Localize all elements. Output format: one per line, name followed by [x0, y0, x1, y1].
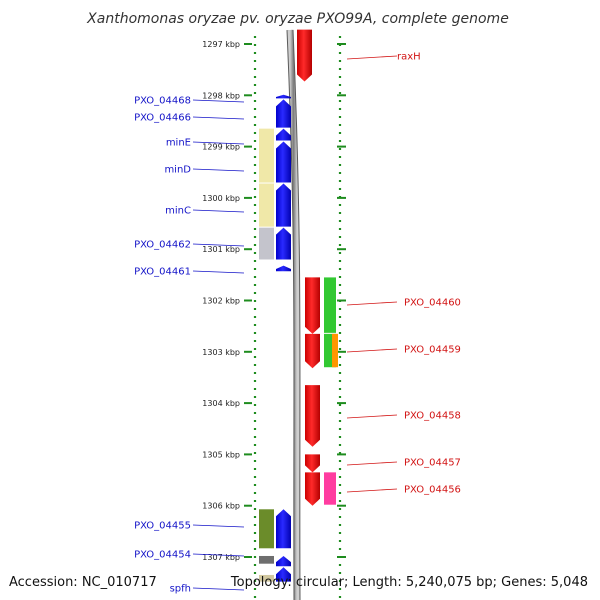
gene-label-pxo-04466[interactable]: PXO_04466: [134, 113, 191, 124]
scale-tick-label: 1307 kbp: [202, 553, 240, 562]
forward-gene-mine[interactable]: [276, 128, 291, 141]
gene-label-raxh[interactable]: raxH: [397, 52, 421, 63]
domain-track: [259, 128, 338, 582]
gene-label-pxo-04456[interactable]: PXO_04456: [404, 485, 461, 496]
gene-leader-line: [346, 301, 398, 306]
gene-label-minc[interactable]: minC: [165, 206, 191, 217]
gene-label-pxo-04455[interactable]: PXO_04455: [134, 521, 191, 532]
gene-label-spfh[interactable]: spfh: [170, 584, 191, 595]
genome-backbone: [286, 29, 301, 600]
gene-label-pxo-04458[interactable]: PXO_04458: [404, 411, 461, 422]
forward-gene-pxo-04461[interactable]: [276, 265, 291, 272]
gene-leader-line: [192, 587, 245, 591]
scale-ruler: 1297 kbp 1298 kbp 1299 kbp 1300 kbp 1301 kbp…: [202, 36, 346, 600]
map-title: Xanthomonas oryzae pv. oryzae PXO99A, co…: [86, 11, 509, 27]
gene-leader-line: [346, 488, 398, 493]
gene-leader-line: [346, 55, 398, 60]
scale-tick-label: 1298 kbp: [202, 91, 240, 100]
forward-domain-box: [259, 183, 274, 227]
reverse-gene-raxh[interactable]: [297, 29, 312, 82]
forward-gene-pxo-04454[interactable]: [276, 555, 291, 567]
forward-gene-minc[interactable]: [276, 183, 291, 227]
reverse-gene-pxo-04458[interactable]: [305, 385, 320, 447]
forward-domain-box: [259, 574, 274, 582]
scale-tick-label: 1301 kbp: [202, 245, 240, 254]
scale-tick-label: 1304 kbp: [202, 399, 240, 408]
reverse-gene-pxo-04456[interactable]: [305, 472, 320, 506]
gene-leader-line: [192, 243, 245, 247]
reverse-gene-pxo-04457[interactable]: [305, 454, 320, 473]
gene-label-pxo-04459[interactable]: PXO_04459: [404, 345, 461, 356]
gene-label-mine[interactable]: minE: [166, 138, 191, 149]
gene-labels: PXO_04468 PXO_04466 minE minD minC PXO_04462 P…: [134, 52, 461, 595]
forward-gene-mind[interactable]: [276, 141, 291, 183]
gene-leader-line: [346, 348, 398, 353]
gene-leader-line: [192, 209, 245, 213]
gene-leader-line: [192, 553, 245, 557]
gene-leader-line: [192, 168, 245, 172]
scale-tick-label: 1297 kbp: [202, 40, 240, 49]
gene-label-pxo-04454[interactable]: PXO_04454: [134, 550, 191, 561]
reverse-domain-box: [324, 277, 336, 333]
genome-summary-text: Topology: circular; Length: 5,240,075 bp…: [230, 575, 588, 590]
gene-leader-line: [192, 524, 245, 528]
forward-gene-pxo-04466[interactable]: [276, 99, 291, 128]
gene-track: [276, 29, 320, 582]
gene-label-pxo-04460[interactable]: PXO_04460: [404, 298, 461, 309]
gene-leader-line: [192, 270, 245, 274]
gene-leader-line: [192, 116, 245, 120]
backbone-line: [287, 29, 300, 600]
gene-label-pxo-04457[interactable]: PXO_04457: [404, 458, 461, 469]
gene-leader-line: [192, 99, 245, 103]
gene-leader-line: [346, 414, 398, 419]
forward-gene-pxo-04462[interactable]: [276, 227, 291, 260]
scale-tick-label: 1299 kbp: [202, 143, 240, 152]
accession-text: Accession: NC_010717: [9, 575, 157, 590]
forward-gene-pxo-04468[interactable]: [276, 94, 291, 99]
reverse-gene-pxo-04459[interactable]: [305, 333, 320, 369]
forward-domain-box: [259, 227, 274, 260]
forward-gene-spfh[interactable]: [276, 567, 291, 582]
gene-label-pxo-04462[interactable]: PXO_04462: [134, 240, 191, 251]
scale-tick-label: 1303 kbp: [202, 348, 240, 357]
forward-domain-box: [259, 509, 274, 549]
reverse-domain-box: [332, 333, 338, 368]
scale-tick-label: 1305 kbp: [202, 450, 240, 459]
gene-label-mind[interactable]: minD: [164, 165, 191, 176]
reverse-gene-pxo-04460[interactable]: [305, 277, 320, 334]
forward-domain-box: [259, 555, 274, 564]
gene-label-pxo-04461[interactable]: PXO_04461: [134, 267, 191, 278]
scale-tick-label: 1300 kbp: [202, 194, 240, 203]
forward-gene-pxo-04455[interactable]: [276, 509, 291, 549]
gene-leader-line: [192, 141, 245, 145]
scale-tick-label: 1306 kbp: [202, 502, 240, 511]
forward-domain-box: [259, 128, 274, 183]
gene-leader-line: [346, 461, 398, 466]
scale-tick-label: 1302 kbp: [202, 297, 240, 306]
reverse-domain-box: [324, 472, 336, 505]
gene-label-pxo-04468[interactable]: PXO_04468: [134, 96, 191, 107]
